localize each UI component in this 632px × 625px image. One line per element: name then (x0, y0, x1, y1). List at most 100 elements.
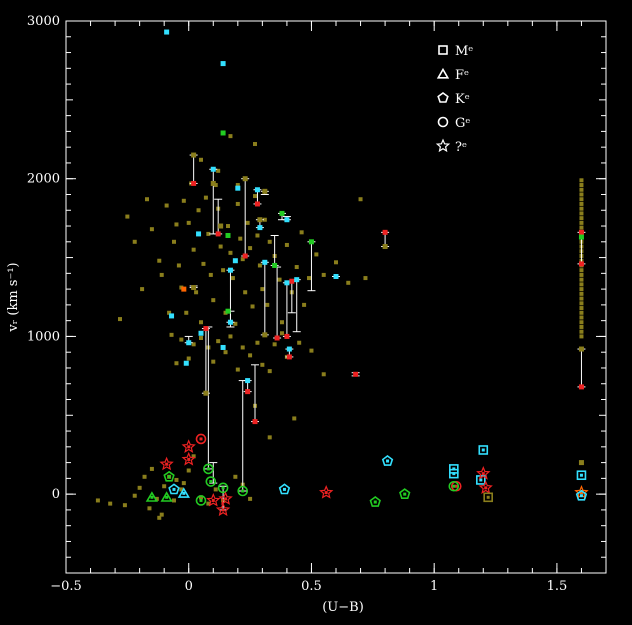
highlight-point (382, 229, 388, 235)
highlight-point (262, 188, 268, 194)
star-marker (476, 466, 491, 480)
data-point (579, 282, 584, 287)
legend-label: Kᵉ (455, 92, 470, 107)
circle-marker (237, 485, 249, 497)
pentagon-marker (278, 483, 291, 495)
data-point (199, 320, 203, 325)
data-point (233, 321, 238, 326)
highlight-point (215, 231, 221, 237)
data-point (238, 236, 243, 241)
marker-center (452, 472, 456, 476)
data-point (157, 258, 162, 263)
circle-marker (195, 433, 207, 445)
data-point (228, 250, 233, 255)
legend-label: Fᵉ (455, 68, 469, 83)
circle-marker (217, 482, 229, 494)
y-tick-label: 1000 (27, 329, 60, 344)
data-point (250, 304, 255, 309)
data-point (248, 353, 253, 358)
data-point (118, 317, 122, 322)
highlight-point (235, 185, 241, 191)
pentagon-marker (399, 488, 411, 500)
highlight-point (203, 390, 209, 396)
legend: Mᵉ Fᵉ Kᵉ Gᵉ ?ᵉ (435, 44, 473, 155)
highlight-point (272, 262, 278, 268)
data-point (228, 334, 233, 339)
data-point (159, 512, 164, 517)
data-point (346, 280, 351, 285)
data-point (235, 201, 240, 206)
marker-center (206, 467, 210, 471)
data-point (167, 310, 172, 315)
marker-center (187, 445, 191, 449)
highlight-point (578, 234, 584, 240)
marker-center (221, 508, 225, 512)
marker-center (221, 486, 225, 490)
highlight-point (232, 258, 238, 264)
data-point (228, 134, 233, 139)
highlight-point (578, 346, 584, 352)
square-marker (483, 492, 493, 503)
triangle-marker (145, 491, 159, 502)
data-point (95, 498, 100, 503)
data-point (184, 310, 189, 315)
x-axis-label: (U−B) (322, 600, 364, 615)
highlight-point (203, 326, 209, 332)
x-tick-label: −0.5 (50, 579, 82, 594)
data-point (145, 197, 149, 202)
data-point (260, 362, 265, 367)
star-marker (478, 480, 493, 495)
highlight-point (284, 217, 290, 223)
highlight-point (257, 225, 263, 231)
marker-center (484, 486, 488, 490)
highlight-point (169, 313, 175, 319)
highlight-point (578, 460, 584, 466)
data-point (159, 272, 164, 277)
marker-points (145, 29, 589, 517)
marker-center (282, 487, 286, 491)
marker-center (486, 495, 490, 499)
data-point (255, 340, 260, 345)
data-point (284, 242, 289, 247)
data-point (262, 217, 267, 222)
triangle-marker (177, 487, 190, 498)
data-point (181, 481, 186, 486)
data-point (579, 296, 584, 301)
circle-marker (203, 463, 214, 475)
data-point (191, 342, 196, 347)
marker-center (454, 484, 458, 488)
data-point (142, 474, 147, 479)
data-point (174, 477, 179, 482)
data-point (253, 142, 257, 147)
data-point (186, 356, 191, 361)
data-point (280, 331, 284, 336)
highlight-point (274, 335, 280, 341)
data-point (164, 203, 169, 208)
highlight-point (289, 278, 295, 284)
data-point (579, 329, 584, 334)
highlight-point (257, 217, 263, 223)
data-point (162, 484, 167, 489)
marker-center (172, 487, 176, 491)
highlight-point (284, 333, 290, 339)
data-point (579, 206, 584, 211)
data-point (579, 187, 584, 192)
marker-center (403, 492, 407, 496)
marker-center (211, 498, 215, 502)
circle-marker (448, 480, 460, 492)
data-point (248, 246, 253, 251)
data-point (579, 320, 584, 325)
highlight-point (191, 152, 197, 158)
highlight-point (279, 210, 285, 216)
highlight-point (578, 261, 584, 267)
data-point (321, 372, 326, 377)
data-point (579, 324, 584, 329)
marker-center (187, 457, 191, 461)
star-marker (181, 439, 196, 454)
data-point (314, 252, 319, 257)
highlight-point (353, 371, 359, 377)
highlight-point (284, 280, 290, 286)
data-point (267, 435, 272, 440)
